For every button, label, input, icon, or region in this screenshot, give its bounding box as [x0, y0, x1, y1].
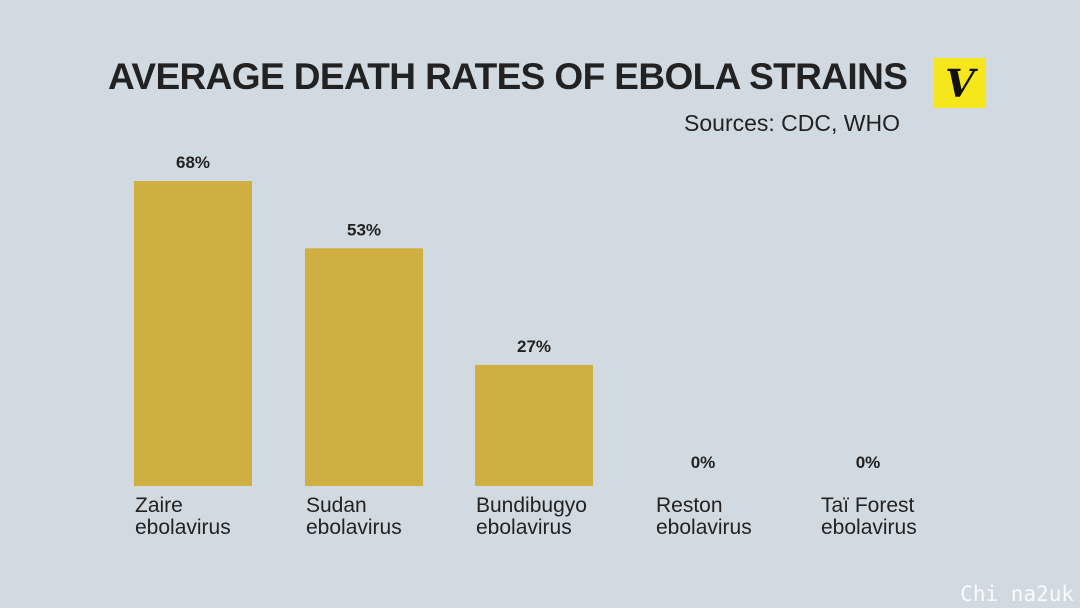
data-label: 0%	[691, 453, 716, 472]
data-label: 27%	[517, 337, 551, 356]
category-label: ebolavirus	[821, 516, 917, 539]
bar	[475, 364, 593, 486]
category-label: ebolavirus	[656, 516, 752, 539]
category-label: Bundibugyo	[476, 494, 587, 517]
chart-title: AVERAGE DEATH RATES OF EBOLA STRAINS	[108, 56, 908, 97]
data-label: 0%	[856, 453, 881, 472]
category-label: Zaire	[135, 494, 183, 517]
watermark: Chi na2uk	[960, 582, 1074, 606]
vox-logo-icon: V	[934, 58, 986, 108]
bar	[305, 248, 423, 486]
chart-sources: Sources: CDC, WHO	[684, 110, 900, 136]
category-label: Reston	[656, 494, 723, 517]
vox-logo-letter: V	[945, 63, 978, 103]
category-label: ebolavirus	[306, 516, 402, 539]
category-label: ebolavirus	[135, 516, 231, 539]
category-label: Taï Forest	[821, 494, 915, 517]
data-label: 68%	[176, 153, 210, 172]
category-label: Sudan	[306, 494, 367, 517]
data-label: 53%	[347, 220, 381, 239]
bar	[134, 181, 252, 486]
vox-logo-glyph: V	[945, 63, 978, 103]
category-label: ebolavirus	[476, 516, 572, 539]
